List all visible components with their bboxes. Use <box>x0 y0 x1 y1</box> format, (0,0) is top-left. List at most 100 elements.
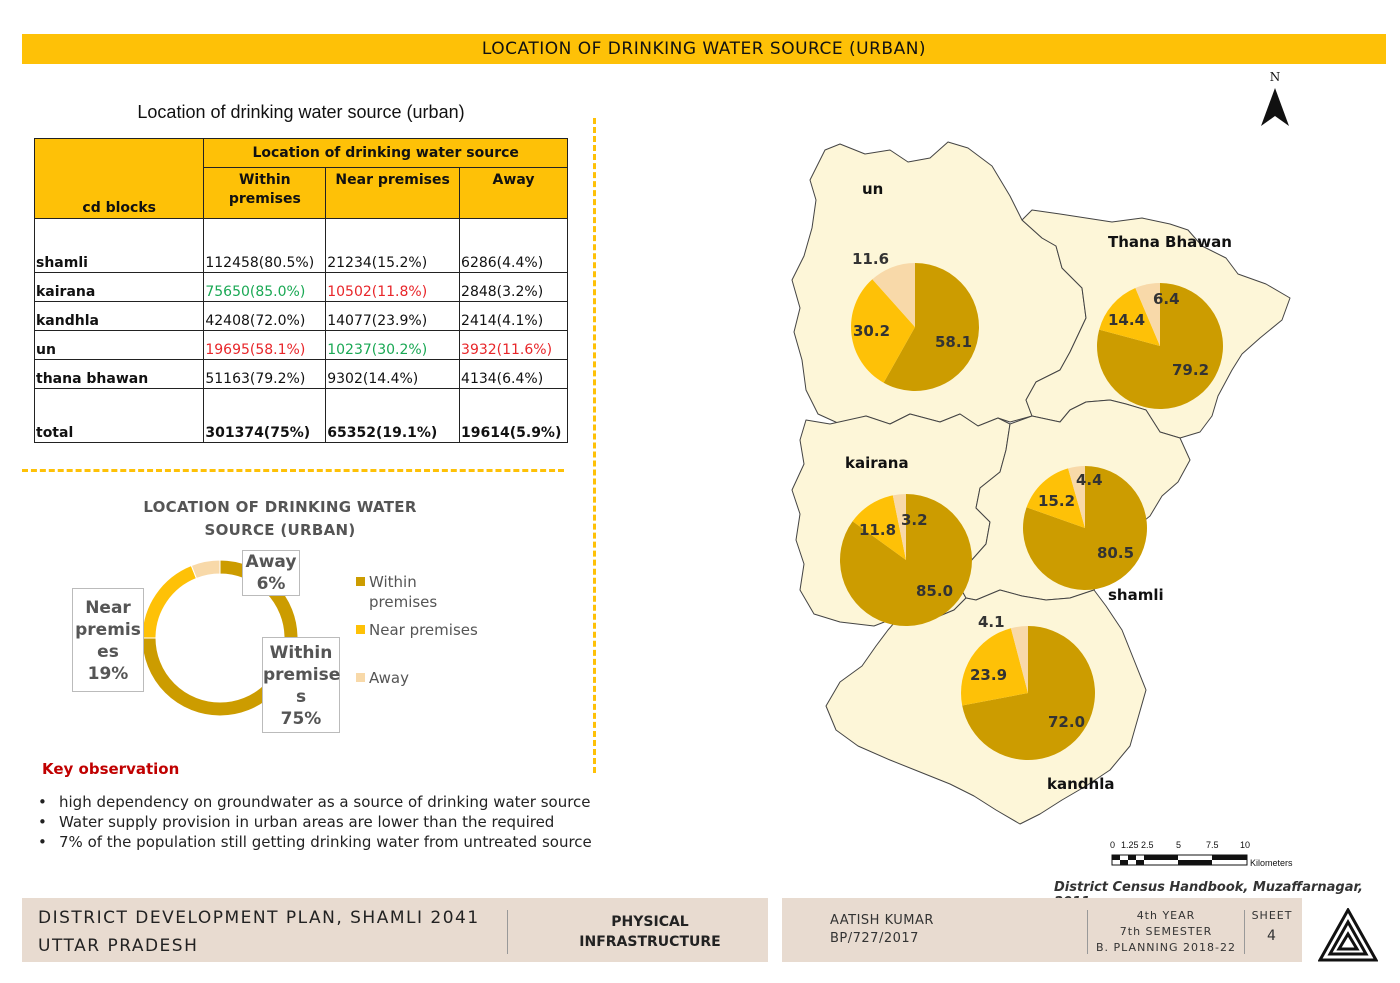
north-arrow: N <box>1260 70 1290 134</box>
callout-near-line1: Near <box>85 598 131 618</box>
callout-within-line2: premise <box>263 665 341 685</box>
footer-section-line1: PHYSICAL <box>611 914 689 930</box>
donut-callout-within: Within premise s 75% <box>262 637 340 733</box>
cell-near: 10237(30.2%) <box>325 330 461 360</box>
table-row-shamli: shamli 112458(80.5%) 21234(15.2%) 6286(4… <box>33 218 568 273</box>
cell-block: kairana <box>33 272 205 302</box>
donut-legend: Within premises Near premises Away <box>356 572 478 692</box>
pie-shamli-slice-near <box>1026 468 1085 528</box>
map-label-kairana: kairana <box>845 454 909 472</box>
cell-near: 14077(23.9%) <box>325 301 461 331</box>
footer-sheet-number: 4 <box>1267 928 1277 944</box>
group-header: Location of drinking water source <box>203 138 568 168</box>
col-header-near: Near premises <box>325 167 461 219</box>
table-row-thana-bhawan: thana bhawan 51163(79.2%) 9302(14.4%) 41… <box>33 359 568 389</box>
table-row-total: total 301374(75%) 65352(19.1%) 19614(5.9… <box>33 388 568 443</box>
scale-unit: Kilometers <box>1250 858 1293 868</box>
horizontal-divider <box>22 469 564 472</box>
pie-un-label-away: 11.6 <box>852 250 890 268</box>
scale-tick-5: 10 <box>1240 840 1251 850</box>
north-label: N <box>1269 70 1281 84</box>
cell-away: 4134(6.4%) <box>459 359 568 389</box>
sheet-title: LOCATION OF DRINKING WATER SOURCE (URBAN… <box>481 39 927 59</box>
cell-away: 19614(5.9%) <box>459 388 568 443</box>
observation-item: • high dependency on groundwater as a sou… <box>38 793 591 811</box>
cell-within: 112458(80.5%) <box>203 218 327 273</box>
cell-away: 3932(11.6%) <box>459 330 568 360</box>
cell-away: 6286(4.4%) <box>459 218 568 273</box>
cell-near: 9302(14.4%) <box>325 359 461 389</box>
legend-item-within: Within premises <box>356 572 478 620</box>
footer-semester: 7th SEMESTER <box>1119 925 1213 938</box>
footer-programme: B. PLANNING 2018-22 <box>1096 941 1236 954</box>
donut-title: LOCATION OF DRINKING WATER SOURCE (URBAN… <box>120 496 440 542</box>
pie-shamli-label-near: 15.2 <box>1038 492 1076 510</box>
legend-item-away: Away <box>356 668 478 692</box>
cell-within: 51163(79.2%) <box>203 359 327 389</box>
footer-right-panel <box>782 898 1302 962</box>
legend-label-away: Away <box>369 669 409 687</box>
col-header-away: Away <box>459 167 568 219</box>
north-arrow-icon <box>1261 88 1289 126</box>
scale-bar: 0 1.25 2.5 5 7.5 10 Kilometers <box>1110 840 1293 868</box>
callout-away-label: Away <box>245 552 297 572</box>
scale-tick-0: 0 <box>1110 840 1116 850</box>
map-label-un: un <box>862 180 884 198</box>
footer-divider <box>1087 910 1088 954</box>
cell-within: 75650(85.0%) <box>203 272 327 302</box>
pie-kairana-label-near: 11.8 <box>859 521 897 539</box>
cell-away: 2848(3.2%) <box>459 272 568 302</box>
row-header-cd-blocks: cd blocks <box>33 138 205 219</box>
callout-near-line2: premis <box>75 620 141 640</box>
pie-thana-label-within: 79.2 <box>1172 361 1210 379</box>
vertical-divider <box>593 118 596 773</box>
table-row-un: un 19695(58.1%) 10237(30.2%) 3932(11.6%) <box>33 330 568 360</box>
cell-within: 42408(72.0%) <box>203 301 327 331</box>
pie-kandhla-label-away: 4.1 <box>978 613 1005 631</box>
scale-tick-2: 2.5 <box>1141 840 1154 850</box>
pie-shamli-label-away: 4.4 <box>1076 471 1103 489</box>
pie-un-slice-away <box>872 263 915 327</box>
pie-thana-label-near: 14.4 <box>1108 311 1146 329</box>
donut-callout-away: Away 6% <box>242 550 300 596</box>
pie-chart-un <box>851 263 979 391</box>
footer-left-panel <box>22 898 768 962</box>
pie-chart-kandhla <box>961 626 1095 760</box>
pie-kandhla-slice-near <box>961 628 1028 706</box>
footer-plan-state: UTTAR PRADESH <box>38 936 199 956</box>
pie-kairana-slice-away <box>892 494 906 560</box>
pie-kairana-label-within: 85.0 <box>916 582 954 600</box>
pie-un-slice-near <box>851 279 915 383</box>
cell-block: kandhla <box>33 301 205 331</box>
pie-kairana-slice-near <box>852 495 906 560</box>
cell-near: 65352(19.1%) <box>325 388 461 443</box>
legend-label-within-1: Within <box>369 573 417 591</box>
map-label-shamli: shamli <box>1108 586 1164 604</box>
footer-author-name: AATISH KUMAR <box>830 913 934 928</box>
pie-un-label-within: 58.1 <box>935 333 973 351</box>
cell-within: 301374(75%) <box>203 388 327 443</box>
sheet-title-bar: LOCATION OF DRINKING WATER SOURCE (URBAN… <box>22 34 1386 64</box>
pie-thana-bhawan-slice-away <box>1135 283 1160 346</box>
pie-chart-thana-bhawan <box>1097 283 1223 409</box>
water-source-table: cd blocks Location of drinking water sou… <box>33 138 568 443</box>
cell-block: thana bhawan <box>33 359 205 389</box>
callout-away-value: 6% <box>256 574 286 594</box>
footer-section-line2: INFRASTRUCTURE <box>579 934 721 950</box>
donut-slice-near <box>141 564 198 639</box>
pie-thana-label-away: 6.4 <box>1153 290 1180 308</box>
pie-kandhla-slice-away <box>1010 626 1028 693</box>
donut-title-line2: SOURCE (URBAN) <box>204 521 356 539</box>
map-label-thana-bhawan: Thana Bhawan <box>1108 233 1232 251</box>
observation-item: • Water supply provision in urban areas a… <box>38 813 555 831</box>
key-observation-list: • high dependency on groundwater as a sou… <box>38 792 592 852</box>
cell-near: 10502(11.8%) <box>325 272 461 302</box>
pie-kandhla-label-within: 72.0 <box>1048 713 1086 731</box>
map-label-kandhla: kandhla <box>1047 775 1115 793</box>
institute-logo-icon <box>1318 908 1378 962</box>
cell-away: 2414(4.1%) <box>459 301 568 331</box>
legend-label-within-2: premises <box>369 593 438 611</box>
callout-within-value: 75% <box>280 709 322 729</box>
table-row-kairana: kairana 75650(85.0%) 10502(11.8%) 2848(3… <box>33 272 568 302</box>
callout-within-line3: s <box>295 687 307 707</box>
